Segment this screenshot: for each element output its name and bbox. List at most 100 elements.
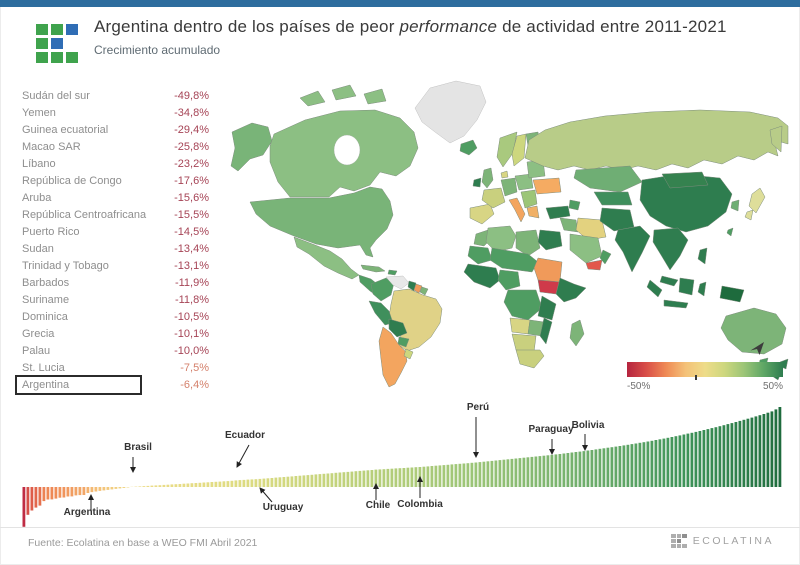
country-bar: [38, 487, 42, 506]
country-bar: [726, 424, 730, 487]
logo-square: [36, 52, 48, 63]
map-region-southeast-asia: [652, 227, 689, 271]
country-label: Dominica: [22, 310, 68, 323]
logo-square: [36, 38, 48, 49]
country-bar: [594, 449, 598, 487]
title-suffix: de actividad entre 2011-2021: [497, 17, 727, 36]
page-title: Argentina dentro de los países de peor p…: [94, 17, 727, 37]
country-bar: [30, 487, 34, 511]
country-bar: [558, 454, 562, 487]
country-bar: [170, 484, 174, 487]
country-bar: [562, 453, 566, 487]
country-bar: [734, 422, 738, 487]
country-bar: [218, 481, 222, 487]
country-bar: [486, 461, 490, 487]
country-bar: [646, 441, 650, 487]
map-region-uruguay: [403, 348, 414, 360]
map-region-yemen: [585, 259, 603, 271]
country-bar: [302, 475, 306, 487]
map-region-usa: [249, 186, 394, 258]
country-bar: [638, 442, 642, 487]
country-bar: [206, 482, 210, 487]
country-bar: [434, 465, 438, 487]
logo-square: [51, 52, 63, 63]
country-bar: [690, 432, 694, 487]
map-region-paraguay: [397, 336, 410, 348]
map-region-borneo: [678, 277, 695, 296]
country-bar: [234, 480, 238, 487]
footer-brand: ECOLATINA: [671, 534, 774, 548]
logo-square: [36, 24, 48, 35]
country-label: Aruba: [22, 191, 52, 204]
map-region-madagascar: [569, 319, 585, 347]
country-bar: [82, 487, 86, 495]
map-region-egypt: [537, 229, 563, 251]
country-bar: [106, 487, 110, 490]
country-bar: [142, 486, 146, 487]
legend-min-label: -50%: [627, 381, 651, 392]
country-bar: [306, 475, 310, 487]
country-bar: [514, 458, 518, 487]
country-bar: [254, 479, 258, 487]
legend-gradient-bar: [627, 362, 783, 377]
country-bar: [510, 458, 514, 487]
country-bar: [454, 464, 458, 487]
map-region-arctic-islands: [299, 84, 387, 107]
country-bar: [90, 487, 94, 493]
ranking-row: Palau -10,0%: [22, 342, 209, 359]
map-region-namibia-botswana: [511, 333, 537, 353]
map-region-ukraine: [532, 177, 562, 195]
country-bar: [54, 487, 58, 499]
map-region-suriname: [413, 283, 423, 294]
country-bar: [98, 487, 102, 491]
country-bar: [410, 467, 414, 487]
country-bar: [502, 459, 506, 487]
country-bar: [674, 436, 678, 487]
country-bar: [322, 473, 326, 487]
country-bar: [282, 477, 286, 487]
map-region-iceland: [459, 139, 478, 156]
country-bar: [774, 409, 778, 487]
map-region-australia: [720, 307, 787, 355]
country-label: República de Congo: [22, 174, 122, 187]
ranking-row: Puerto Rico -14,5%: [22, 223, 209, 240]
country-bar: [122, 487, 126, 488]
country-bar: [590, 450, 594, 487]
ranking-row: Trinidad y Tobago -13,1%: [22, 257, 209, 274]
country-bar: [158, 485, 162, 487]
country-bar: [318, 474, 322, 487]
map-region-bolivia: [388, 318, 408, 338]
country-bar: [102, 487, 106, 491]
annotation-label: Ecuador: [225, 430, 265, 441]
annotation-label: Paraguay: [528, 424, 573, 435]
country-bar: [618, 446, 622, 487]
country-bar: [286, 476, 290, 487]
country-bar: [294, 476, 298, 487]
country-label: Macao SAR: [22, 140, 81, 153]
map-region-balkans: [520, 189, 538, 209]
country-value: -11,8%: [174, 293, 209, 306]
country-bar: [670, 437, 674, 487]
map-region-colombia: [370, 277, 395, 302]
map-region-central-asia: [593, 191, 633, 206]
map-region-venezuela: [385, 275, 410, 290]
country-bar: [634, 443, 638, 487]
map-region-south-africa: [515, 349, 545, 369]
country-bar: [770, 411, 774, 487]
ranking-row: Líbano -23,2%: [22, 155, 209, 172]
annotation-label: Bolivia: [572, 420, 605, 431]
map-region-greece: [526, 205, 540, 219]
map-region-russia: [524, 109, 789, 171]
title-italic: performance: [399, 17, 498, 36]
country-bar: [546, 455, 550, 487]
map-region-iberia: [469, 203, 495, 225]
accent-top-bar: [0, 0, 800, 7]
map-region-nigeria: [497, 269, 521, 291]
logo-square: [51, 38, 63, 49]
country-bar: [654, 440, 658, 487]
country-bar: [374, 469, 378, 487]
country-label: Barbados: [22, 276, 70, 289]
source-note: Fuente: Ecolatina en base a WEO FMI Abri…: [28, 537, 258, 549]
country-bar: [246, 479, 250, 487]
